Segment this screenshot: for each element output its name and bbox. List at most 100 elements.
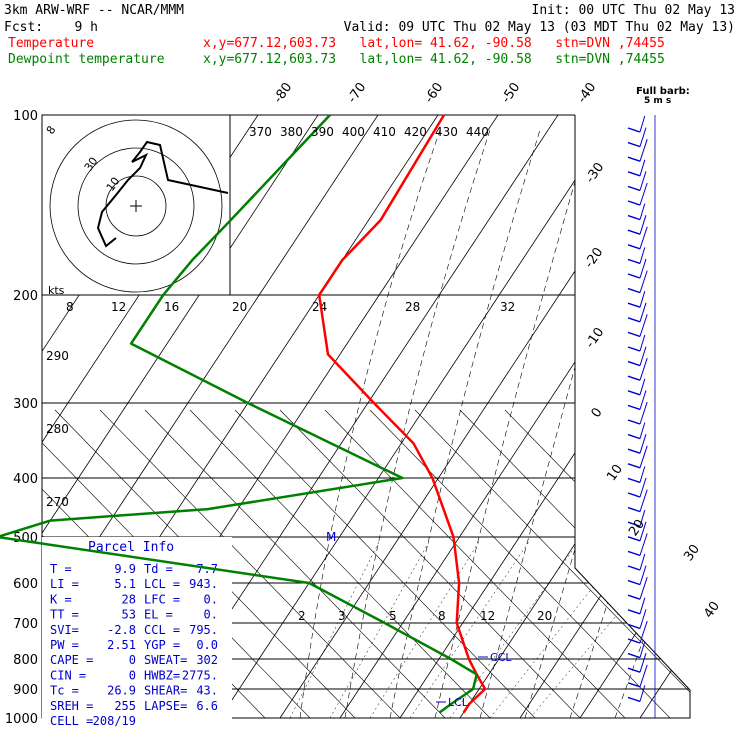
- mixing-ratio-label: 2: [298, 609, 306, 623]
- theta-label: 400: [342, 125, 365, 139]
- hodograph-ring: [49, 119, 223, 293]
- dewpoint-location: x,y=677.12,603.73 lat,lon= 41.62, -90.58…: [203, 52, 665, 67]
- parcel-value: 0.0: [196, 638, 218, 652]
- kts-label: kts: [48, 284, 65, 297]
- header: 3km ARW-WRF -- NCAR/MMM Fcst: 9 h Init: …: [4, 3, 735, 67]
- wind-barb-flag: [639, 609, 647, 629]
- pressure-label: 500: [13, 531, 38, 546]
- wind-barb: [627, 390, 641, 396]
- pressure-label: 300: [13, 397, 38, 412]
- isotherm: [519, 115, 690, 718]
- wind-barb: [627, 565, 641, 571]
- parcel-key: K =: [50, 592, 72, 606]
- parcel-value: 26.9: [107, 684, 136, 698]
- theta-label: 410: [373, 125, 396, 139]
- parcel-value: 2775.: [182, 668, 218, 682]
- wind-barb-flag: [639, 115, 646, 133]
- parcel-key: CCL =: [144, 623, 180, 637]
- pressure-label: 1000: [5, 712, 38, 727]
- lcl-marker: LCL: [448, 696, 469, 709]
- isotherm: [42, 115, 319, 718]
- theta-label: 420: [404, 125, 427, 139]
- parcel-key: CIN =: [50, 668, 86, 682]
- wind-barb: [627, 200, 641, 206]
- parcel-value: 0: [129, 653, 136, 667]
- wind-barb: [627, 287, 641, 294]
- dry-adiabat: [234, 409, 536, 718]
- wind-barb-flag: [639, 553, 646, 571]
- wind-barb-flag: [639, 258, 647, 279]
- isotherm-label: 0: [589, 405, 606, 420]
- wind-barb: [627, 696, 641, 703]
- wind-barb: [627, 419, 641, 425]
- isotherm-label: -40: [575, 80, 599, 106]
- wind-barb: [627, 127, 641, 133]
- full-barb-units: 5 m s: [644, 96, 671, 106]
- wind-barb-flag: [639, 434, 647, 454]
- wind-barb-flag: [639, 489, 648, 512]
- wind-barb-flag: [639, 215, 647, 235]
- wind-barb-flag: [639, 664, 648, 687]
- mixing-ratio-line: [449, 539, 581, 718]
- pressure-label: 900: [13, 683, 38, 698]
- pressure-label: 800: [13, 653, 38, 668]
- pressure-label: 400: [13, 472, 38, 487]
- parcel-value: 53: [122, 608, 136, 622]
- temperature-line: [317, 114, 487, 714]
- mixing-ratio-label: 20: [537, 609, 552, 623]
- wind-barb: [627, 156, 641, 162]
- parcel-value: 0.: [204, 592, 218, 606]
- mixing-ratio-label: 3: [338, 609, 346, 623]
- wind-barb: [627, 258, 641, 265]
- wind-barb-flag: [639, 685, 646, 702]
- wind-barb-flag: [639, 521, 647, 541]
- isotherm: [339, 115, 690, 718]
- wind-barb-flag: [639, 477, 647, 498]
- parcel-key: EL =: [144, 608, 173, 622]
- wind-barb: [627, 609, 641, 615]
- isotherm: [279, 115, 679, 718]
- wind-barb: [627, 214, 641, 221]
- mixing-ratio-line: [409, 539, 531, 718]
- temperature-location: x,y=677.12,603.73 lat,lon= 41.62, -90.58…: [203, 36, 665, 51]
- isotherm-label: -60: [422, 80, 446, 106]
- wind-barb: [627, 463, 641, 469]
- parcel-key: SVI=: [50, 623, 79, 637]
- mixing-ratio-line: [329, 539, 431, 718]
- wind-barb-flag: [639, 127, 647, 147]
- wind-barb-flag: [639, 182, 648, 206]
- parcel-value: 943.: [189, 577, 218, 591]
- wind-barb-flag: [639, 565, 647, 585]
- wind-barb: [627, 331, 641, 338]
- parcel-key: CELL =: [50, 714, 93, 728]
- wind-barb: [627, 652, 641, 659]
- wind-barb-flag: [639, 159, 646, 176]
- dry-adiabat: [504, 409, 690, 718]
- pressure-label: 600: [13, 577, 38, 592]
- isotherm-label: -20: [582, 245, 606, 271]
- wind-barb-flag: [639, 466, 646, 483]
- isotherm: [219, 115, 619, 718]
- parcel-key: LFC =: [144, 592, 180, 606]
- wind-barb: [627, 623, 641, 630]
- wind-barb: [627, 185, 641, 192]
- wind-barb: [627, 550, 641, 557]
- wind-barb-flag: [639, 314, 648, 337]
- wind-barb: [627, 302, 641, 308]
- pressure-label: 200: [13, 289, 38, 304]
- wind-barb: [627, 346, 641, 352]
- mixing-ratio-label: 12: [480, 609, 495, 623]
- wind-barb-flag: [639, 346, 647, 366]
- mixing-ratio-line: [529, 539, 681, 718]
- wind-barb-flag: [639, 390, 647, 410]
- hodograph-speed-label: 20: [232, 300, 247, 314]
- wind-barb: [627, 404, 641, 411]
- wind-barb: [627, 682, 641, 688]
- wind-barb-flag: [639, 445, 648, 468]
- wind-barb: [627, 579, 641, 586]
- wind-barb: [627, 244, 641, 250]
- mixing-ratio-label: 8: [438, 609, 446, 623]
- dry-adiabat: [324, 409, 626, 718]
